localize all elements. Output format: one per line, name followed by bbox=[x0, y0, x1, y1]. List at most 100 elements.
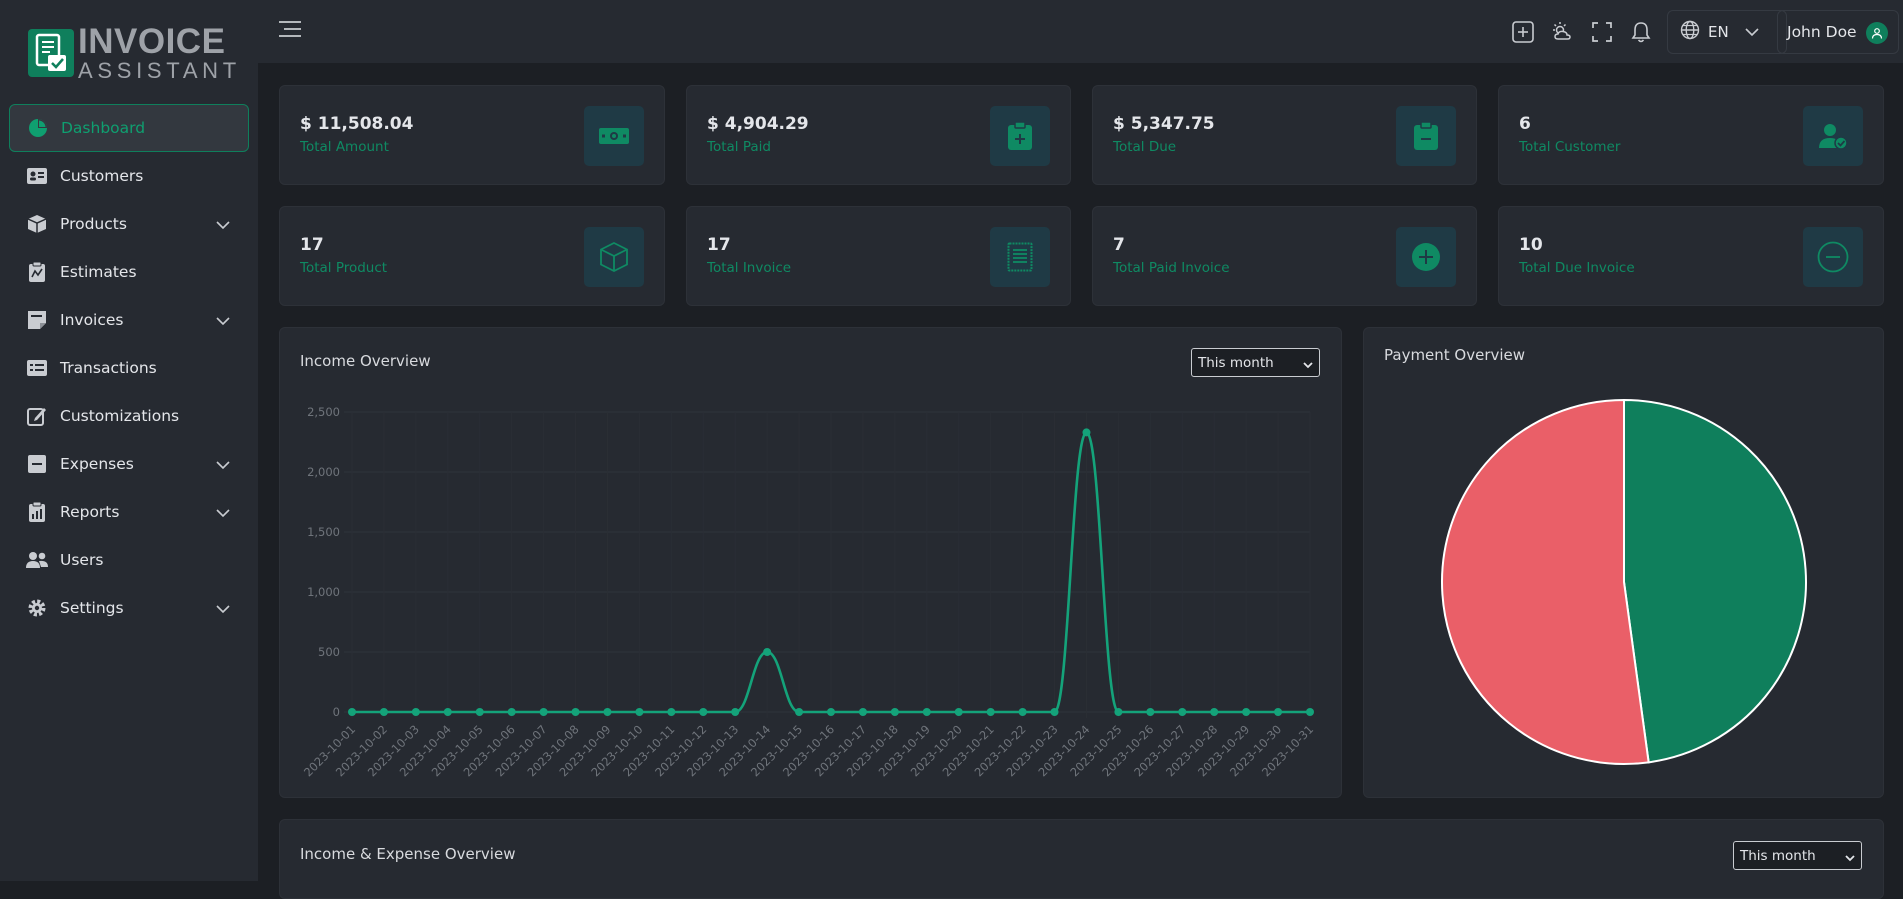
income-line-chart: 05001,0001,5002,0002,5002023-10-012023-1… bbox=[301, 405, 1316, 779]
panel-title: Income & Expense Overview bbox=[300, 845, 516, 863]
sidebar-item-label: Settings bbox=[60, 599, 124, 617]
sidebar-item-products[interactable]: Products bbox=[0, 200, 258, 248]
stat-label: Total Paid bbox=[707, 139, 771, 155]
income-data-point bbox=[827, 708, 835, 716]
income-overview-panel: Income Overview This month 0 500 1,000 1,50… bbox=[279, 327, 1342, 798]
stat-card-total-due: $ 5,347.75 Total Due bbox=[1092, 85, 1477, 185]
income-data-point bbox=[475, 708, 484, 716]
note-icon bbox=[26, 309, 48, 331]
sidebar-item-estimates[interactable]: Estimates bbox=[0, 248, 258, 296]
brand-title: INVOICE bbox=[78, 22, 226, 61]
stat-value: 17 bbox=[300, 235, 324, 255]
plus-circle-icon bbox=[1396, 227, 1456, 287]
income-expense-period-select[interactable]: This month bbox=[1733, 841, 1862, 870]
avatar bbox=[1866, 22, 1888, 44]
clipboard-chart-icon bbox=[26, 261, 48, 283]
sidebar-item-label: Estimates bbox=[60, 263, 137, 281]
stat-label: Total Due bbox=[1113, 139, 1177, 155]
sidebar-item-settings[interactable]: Settings bbox=[0, 584, 258, 632]
gear-icon bbox=[26, 597, 48, 619]
sidebar-item-label: Invoices bbox=[60, 311, 124, 329]
chevron-down-icon bbox=[1303, 357, 1313, 373]
edit-icon bbox=[26, 405, 48, 427]
top-header: EN John Doe bbox=[258, 0, 1903, 63]
language-selector[interactable]: EN bbox=[1667, 10, 1787, 54]
user-menu[interactable]: John Doe bbox=[1777, 10, 1899, 54]
globe-icon bbox=[1680, 20, 1700, 44]
stat-value: $ 4,904.29 bbox=[707, 114, 809, 134]
invoice-logo-icon bbox=[28, 29, 74, 77]
payment-overview-panel: Payment Overview bbox=[1363, 327, 1884, 798]
user-name: John Doe bbox=[1787, 23, 1857, 41]
income-data-point bbox=[1146, 708, 1155, 716]
pie-slice-due[interactable] bbox=[1441, 398, 1650, 765]
chevron-down-icon[interactable] bbox=[216, 456, 230, 474]
income-data-point bbox=[379, 708, 388, 716]
income-data-point bbox=[667, 708, 676, 716]
sidebar-item-customizations[interactable]: Customizations bbox=[0, 392, 258, 440]
income-data-point bbox=[635, 708, 644, 716]
stat-card-total-amount: $ 11,508.04 Total Amount bbox=[279, 85, 665, 185]
sidebar-item-reports[interactable]: Reports bbox=[0, 488, 258, 536]
income-data-point bbox=[1210, 708, 1219, 716]
sidebar: INVOICE ASSISTANT Dashboard Customers Pr… bbox=[0, 0, 258, 881]
income-data-point bbox=[1082, 428, 1091, 437]
stat-card-total-due-invoice: 10 Total Due Invoice bbox=[1498, 206, 1884, 306]
y-tick-label: 2,500 bbox=[307, 405, 340, 419]
income-data-point bbox=[411, 708, 420, 716]
stat-label: Total Due Invoice bbox=[1519, 260, 1635, 276]
sidebar-item-dashboard[interactable]: Dashboard bbox=[9, 104, 249, 152]
brand-logo[interactable]: INVOICE ASSISTANT bbox=[28, 24, 241, 82]
language-label: EN bbox=[1708, 23, 1729, 41]
bell-icon[interactable] bbox=[1629, 20, 1653, 44]
sidebar-item-users[interactable]: Users bbox=[0, 536, 258, 584]
sidebar-item-label: Customers bbox=[60, 167, 144, 185]
stat-card-total-customer: 6 Total Customer bbox=[1498, 85, 1884, 185]
income-data-point bbox=[890, 708, 899, 716]
report-icon bbox=[26, 501, 48, 523]
sidebar-item-invoices[interactable]: Invoices bbox=[0, 296, 258, 344]
income-data-point bbox=[763, 648, 772, 656]
chevron-down-icon[interactable] bbox=[216, 504, 230, 522]
weather-icon[interactable] bbox=[1550, 20, 1574, 44]
sidebar-item-label: Reports bbox=[60, 503, 120, 521]
menu-toggle-icon[interactable] bbox=[278, 20, 302, 42]
sidebar-item-expenses[interactable]: Expenses bbox=[0, 440, 258, 488]
cube-icon bbox=[584, 227, 644, 287]
stat-label: Total Amount bbox=[300, 139, 389, 155]
fullscreen-icon[interactable] bbox=[1590, 20, 1614, 44]
chevron-down-icon[interactable] bbox=[216, 216, 230, 234]
stat-label: Total Product bbox=[300, 260, 388, 276]
chevron-down-icon[interactable] bbox=[216, 312, 230, 330]
stat-label: Total Paid Invoice bbox=[1113, 260, 1230, 276]
chevron-down-icon[interactable] bbox=[216, 600, 230, 618]
add-square-icon[interactable] bbox=[1511, 20, 1535, 44]
income-period-select[interactable]: This month bbox=[1191, 348, 1320, 377]
pie-slice-paid[interactable] bbox=[1623, 398, 1807, 764]
receipt-icon bbox=[990, 227, 1050, 287]
sidebar-nav: Dashboard Customers Products Estimates bbox=[0, 104, 258, 632]
chevron-down-icon bbox=[1845, 850, 1855, 866]
stat-value: 17 bbox=[707, 235, 731, 255]
y-tick-label: 1,500 bbox=[307, 525, 340, 539]
income-data-point bbox=[858, 708, 867, 716]
stat-card-total-paid: $ 4,904.29 Total Paid bbox=[686, 85, 1071, 185]
clipboard-plus-icon bbox=[990, 106, 1050, 166]
id-card-icon bbox=[26, 165, 48, 187]
income-data-point bbox=[443, 708, 452, 716]
panel-title: Income Overview bbox=[300, 352, 431, 370]
y-tick-label: 0 bbox=[333, 705, 340, 719]
sidebar-item-transactions[interactable]: Transactions bbox=[0, 344, 258, 392]
income-data-point bbox=[922, 708, 931, 716]
stat-label: Total Customer bbox=[1519, 139, 1621, 155]
stat-value: $ 11,508.04 bbox=[300, 114, 414, 134]
users-icon bbox=[26, 549, 48, 571]
panel-title: Payment Overview bbox=[1384, 346, 1526, 364]
income-data-point bbox=[348, 708, 356, 716]
income-data-point bbox=[1306, 708, 1314, 716]
income-data-point bbox=[571, 708, 580, 716]
sidebar-item-customers[interactable]: Customers bbox=[0, 152, 258, 200]
box-icon bbox=[26, 213, 48, 235]
user-check-icon bbox=[1803, 106, 1863, 166]
income-series-line bbox=[351, 431, 1310, 714]
